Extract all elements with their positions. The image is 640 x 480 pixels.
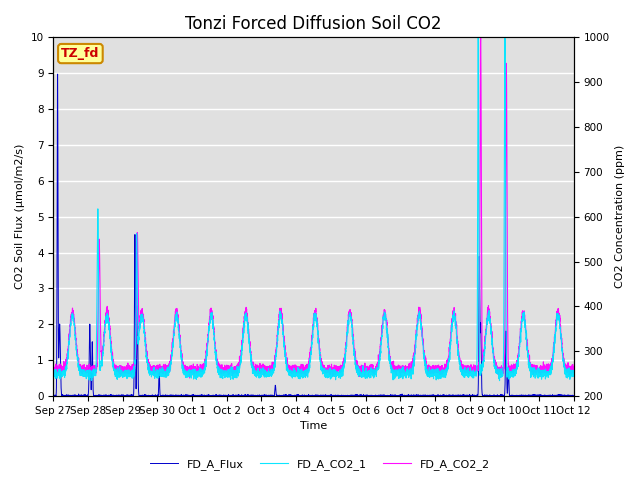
- FD_A_Flux: [296, 393, 303, 399]
- Y-axis label: CO2 Soil Flux (μmol/m2/s): CO2 Soil Flux (μmol/m2/s): [15, 144, 25, 289]
- FD_A_Flux: [401, 393, 409, 398]
- FD_A_CO2_2: [460, 362, 467, 368]
- FD_A_CO2_1: [430, 367, 438, 372]
- FD_A_CO2_1: [474, 35, 482, 40]
- Y-axis label: CO2 Concentration (ppm): CO2 Concentration (ppm): [615, 145, 625, 288]
- FD_A_CO2_1: [143, 355, 150, 360]
- FD_A_CO2_2: [477, 35, 484, 40]
- FD_A_Flux: [54, 71, 61, 77]
- FD_A_CO2_2: [49, 363, 57, 369]
- Legend: FD_A_Flux, FD_A_CO2_1, FD_A_CO2_2: FD_A_Flux, FD_A_CO2_1, FD_A_CO2_2: [145, 455, 495, 474]
- Line: FD_A_Flux: FD_A_Flux: [53, 74, 573, 396]
- FD_A_CO2_2: [401, 366, 409, 372]
- FD_A_CO2_1: [401, 373, 409, 379]
- FD_A_CO2_1: [570, 372, 577, 378]
- FD_A_CO2_2: [143, 348, 150, 354]
- FD_A_Flux: [570, 393, 577, 399]
- FD_A_CO2_1: [569, 373, 577, 379]
- Text: TZ_fd: TZ_fd: [61, 47, 100, 60]
- Title: Tonzi Forced Diffusion Soil CO2: Tonzi Forced Diffusion Soil CO2: [185, 15, 442, 33]
- FD_A_Flux: [430, 393, 438, 399]
- FD_A_Flux: [460, 392, 467, 397]
- FD_A_CO2_1: [49, 371, 57, 377]
- Line: FD_A_CO2_1: FD_A_CO2_1: [53, 37, 573, 381]
- FD_A_CO2_2: [186, 375, 193, 381]
- FD_A_CO2_2: [569, 369, 577, 374]
- Line: FD_A_CO2_2: FD_A_CO2_2: [53, 37, 573, 378]
- FD_A_Flux: [143, 393, 151, 399]
- FD_A_CO2_1: [496, 378, 504, 384]
- FD_A_CO2_1: [294, 372, 301, 378]
- FD_A_Flux: [49, 393, 57, 399]
- FD_A_CO2_2: [430, 370, 438, 375]
- FD_A_Flux: [294, 393, 301, 398]
- X-axis label: Time: Time: [300, 421, 327, 432]
- FD_A_CO2_1: [460, 370, 467, 376]
- FD_A_CO2_2: [570, 369, 577, 375]
- FD_A_Flux: [569, 393, 577, 398]
- FD_A_CO2_2: [294, 365, 301, 371]
